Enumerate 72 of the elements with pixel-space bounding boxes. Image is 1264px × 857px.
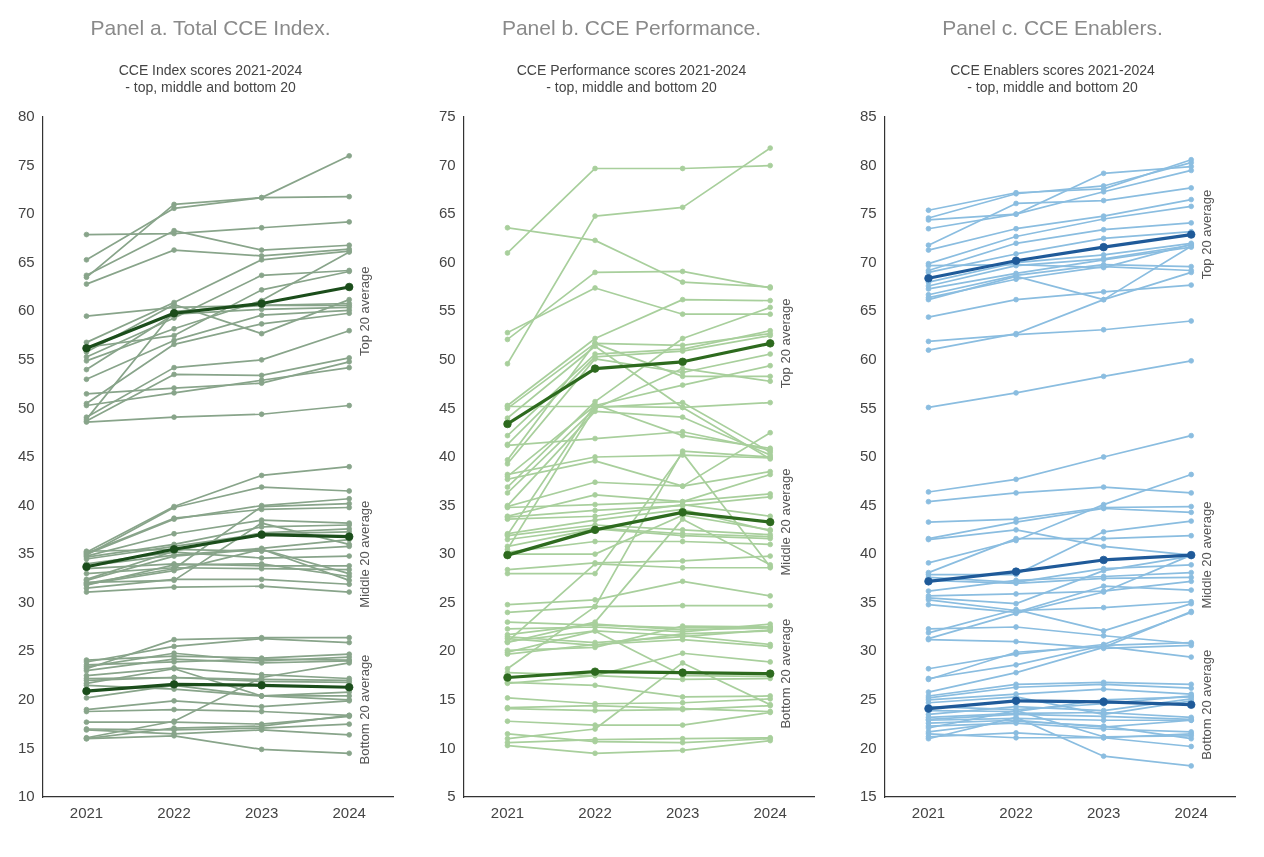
x-tick-label: 2021 [69, 804, 104, 822]
y-tick-label: 15 [18, 738, 35, 756]
chart-title: Panel b. CCE Performance. [501, 16, 762, 40]
y-tick-label: 20 [860, 738, 877, 756]
y-tick-label: 50 [18, 398, 35, 416]
chart-title: Panel c. CCE Enablers. [942, 16, 1163, 40]
annotation: Middle 20 average [1198, 501, 1214, 609]
y-tick-label: 80 [18, 107, 35, 125]
y-tick-label: 60 [439, 252, 456, 270]
y-tick-label: 5 [447, 787, 456, 805]
y-tick-label: 60 [860, 350, 877, 367]
y-tick-label: 55 [860, 398, 877, 416]
y-tick-label: 40 [18, 495, 35, 513]
x-tick-label: 2023 [244, 804, 279, 822]
x-tick-label: 2022 [999, 804, 1033, 822]
y-tick-label: 10 [439, 738, 456, 756]
y-tick-label: 45 [18, 447, 35, 465]
y-tick-label: 50 [439, 350, 456, 367]
y-tick-label: 75 [860, 204, 877, 222]
x-tick-label: 2022 [157, 804, 191, 822]
chart-subtitle: CCE Index scores 2021-2024 - top, middle and bottom 20 [118, 62, 303, 96]
annotation: Top 20 average [1198, 189, 1214, 280]
y-tick-label: 40 [860, 544, 877, 562]
y-tick-label: 20 [18, 690, 35, 707]
y-tick-label: 55 [18, 350, 35, 367]
y-tick-label: 10 [18, 787, 35, 805]
annotation: Bottom 20 average [356, 654, 372, 765]
x-tick-label: 2024 [332, 804, 366, 822]
y-tick-label: 35 [860, 592, 877, 610]
y-tick-label: 30 [439, 544, 456, 562]
y-tick-label: 65 [860, 301, 877, 319]
chart-subtitle: CCE Enablers scores 2021-2024 - top, middle and bottom 20 [950, 62, 1155, 96]
y-tick-label: 85 [860, 107, 877, 125]
annotation: Middle 20 average [356, 500, 372, 608]
y-tick-label: 25 [18, 641, 35, 659]
annotation: Bottom 20 average [1198, 649, 1214, 760]
x-tick-label: 2021 [911, 804, 946, 822]
x-tick-label: 2024 [1174, 804, 1208, 822]
chart-subtitle: CCE Performance scores 2021-2024 - top, middle and bottom 20 [516, 62, 747, 96]
annotation: Top 20 average [777, 298, 793, 389]
y-tick-label: 70 [18, 204, 35, 222]
y-tick-label: 35 [439, 495, 456, 513]
chart-title: Panel a. Total CCE Index. [90, 16, 331, 40]
y-tick-label: 30 [18, 592, 35, 610]
annotation: Middle 20 average [777, 468, 793, 576]
x-tick-label: 2023 [665, 804, 700, 822]
y-tick-label: 60 [18, 301, 35, 319]
y-tick-label: 20 [439, 641, 456, 659]
y-tick-label: 70 [439, 155, 456, 173]
y-tick-label: 45 [860, 495, 877, 513]
y-tick-label: 80 [860, 155, 877, 173]
y-tick-label: 65 [439, 204, 456, 222]
x-tick-label: 2024 [753, 804, 787, 822]
y-tick-label: 55 [439, 301, 456, 319]
y-tick-label: 45 [439, 398, 456, 416]
x-tick-label: 2023 [1086, 804, 1121, 822]
annotation: Bottom 20 average [777, 618, 793, 729]
y-tick-label: 35 [18, 544, 35, 562]
annotation: Top 20 average [356, 266, 372, 357]
y-tick-label: 15 [439, 690, 456, 707]
y-tick-label: 75 [439, 107, 456, 125]
y-tick-label: 25 [439, 592, 456, 610]
y-tick-label: 50 [860, 447, 877, 465]
y-tick-label: 65 [18, 252, 35, 270]
y-tick-label: 25 [860, 690, 877, 707]
y-tick-label: 40 [439, 447, 456, 465]
x-tick-label: 2022 [578, 804, 612, 822]
y-tick-label: 75 [18, 155, 35, 173]
y-tick-label: 15 [860, 787, 877, 805]
x-tick-label: 2021 [490, 804, 525, 822]
y-tick-label: 70 [860, 252, 877, 270]
y-tick-label: 30 [860, 641, 877, 659]
